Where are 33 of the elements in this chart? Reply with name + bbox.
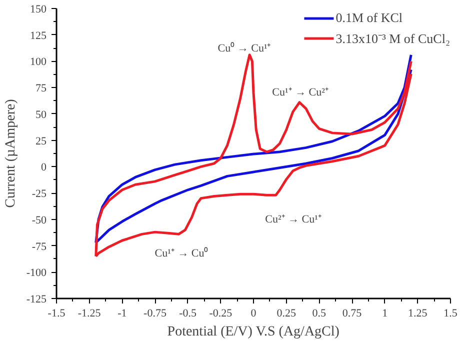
x-tick-label: -1.25 [78,308,102,320]
x-tick-label: 1.5 [444,308,458,320]
x-tick-label: -1 [118,308,127,320]
legend-label: 0.1M of KCl [336,10,403,26]
y-tick-label: -50 [32,214,47,226]
y-tick-label: -100 [26,267,47,280]
x-tick-label: -0.25 [209,308,233,320]
y-tick-label: 25 [36,135,47,148]
y-tick-label: 75 [36,82,47,95]
x-tick-label: -1.5 [48,308,66,320]
x-tick-label: 0.25 [276,308,296,320]
x-tick-label: -0.5 [179,308,198,320]
y-tick-label: -25 [32,188,47,200]
x-tick-label: 1 [382,308,388,320]
y-tick-label: 50 [36,108,47,121]
legend-label: 3.13x10⁻³ M of CuCl₂ [336,30,450,47]
x-axis-title: Potential (E/V) V.S (Ag/AgCl) [167,324,340,340]
x-tick-label: -0.75 [144,308,167,320]
y-tick-label: -75 [32,240,47,253]
annotation: Cu¹⁺ → Cu⁰ [154,246,208,260]
x-tick-label: 0 [250,308,257,320]
annotation: Cu⁰ → Cu¹⁺ [218,42,272,54]
y-tick-label: 0 [41,162,47,174]
annotation: Cu²⁺ → Cu¹⁺ [265,214,322,226]
y-tick-label: -125 [26,294,47,306]
y-axis-title: Current (µAmpere) [3,98,18,208]
y-tick-label: 150 [30,4,47,16]
x-tick-label: 0.75 [342,308,362,320]
annotation: Cu¹⁺ → Cu²⁺ [272,86,329,98]
x-tick-label: 0.5 [312,308,327,320]
y-tick-label: 100 [30,56,47,68]
y-tick-label: 125 [30,30,47,42]
x-tick-label: 1.25 [408,308,428,320]
